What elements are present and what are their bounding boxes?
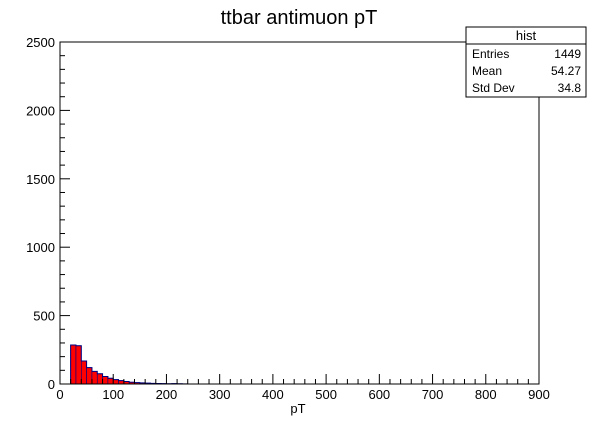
x-tick-label: 300 xyxy=(209,387,231,402)
x-tick-label: 400 xyxy=(262,387,284,402)
x-tick-label: 800 xyxy=(475,387,497,402)
y-tick-label: 0 xyxy=(48,377,55,392)
x-tick-label: 900 xyxy=(528,387,550,402)
x-tick-label: 100 xyxy=(102,387,124,402)
stats-entries-label: Entries xyxy=(472,47,509,61)
x-axis-label: pT xyxy=(290,401,305,416)
x-tick-label: 600 xyxy=(368,387,390,402)
x-tick-label: 700 xyxy=(422,387,444,402)
x-tick-label: 200 xyxy=(156,387,178,402)
histogram-bar xyxy=(96,373,103,385)
histogram-bars xyxy=(70,344,189,385)
x-axis-ticks: 0 100 200 300 400 500 600 700 800 900 xyxy=(56,374,550,402)
histogram-bar xyxy=(91,371,98,385)
x-tick-label: 0 xyxy=(56,387,63,402)
histogram-bar xyxy=(86,367,93,385)
y-tick-label: 1000 xyxy=(26,240,55,255)
stats-mean-label: Mean xyxy=(472,64,502,78)
histogram-bar xyxy=(80,360,87,385)
histogram-bar xyxy=(102,376,109,385)
y-tick-label: 500 xyxy=(33,309,55,324)
histogram-bar xyxy=(118,380,125,385)
stats-mean-value: 54.27 xyxy=(551,64,581,78)
y-tick-label: 2500 xyxy=(26,35,55,50)
stats-box: hist Entries 1449 Mean 54.27 Std Dev 34.… xyxy=(465,26,587,98)
y-axis-ticks: 0 500 1000 1500 2000 2500 xyxy=(26,35,70,392)
stats-entries-value: 1449 xyxy=(554,47,581,61)
plot-frame xyxy=(59,41,540,385)
histogram-bar xyxy=(107,377,114,385)
stats-box-frame xyxy=(465,26,587,98)
stats-stddev-label: Std Dev xyxy=(472,81,515,95)
y-tick-label: 1500 xyxy=(26,172,55,187)
x-tick-label: 500 xyxy=(315,387,337,402)
y-tick-label: 2000 xyxy=(26,103,55,118)
histogram-bar xyxy=(70,344,77,385)
chart-title: ttbar antimuon pT xyxy=(221,7,378,29)
stats-box-title: hist xyxy=(516,28,537,43)
histogram-bar xyxy=(75,345,82,385)
histogram-bar xyxy=(112,379,119,385)
stats-stddev-value: 34.8 xyxy=(558,81,582,95)
